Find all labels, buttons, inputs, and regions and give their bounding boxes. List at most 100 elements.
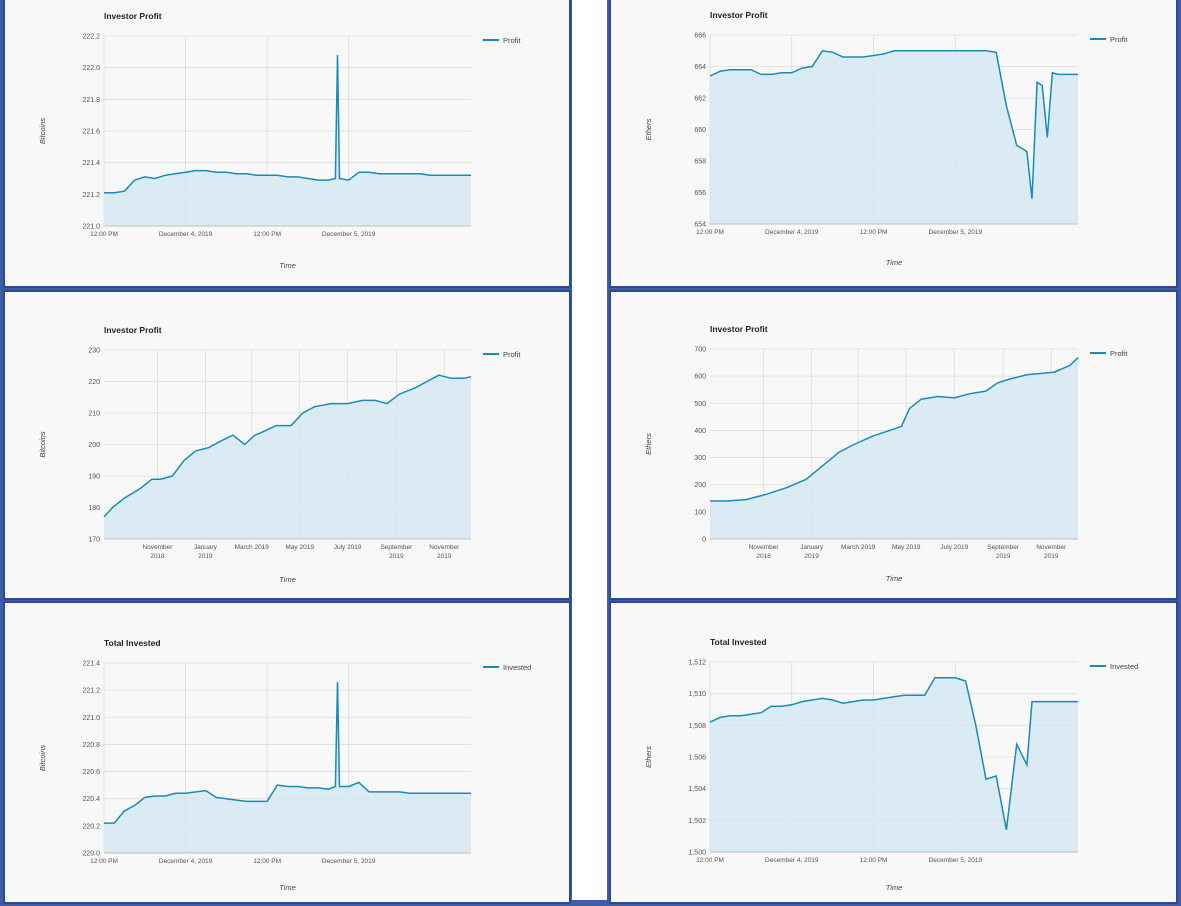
y-tick-label: 100 — [694, 509, 706, 516]
x-tick-label: 12:00 PM — [90, 231, 118, 238]
y-tick-label: 222.0 — [82, 65, 100, 72]
y-tick-label: 664 — [694, 64, 706, 71]
chart-svg: Total Invested 1,500 1,502 1,504 1,506 1,508 1… — [644, 637, 1138, 892]
y-tick-label: 221.6 — [82, 129, 100, 136]
legend-label: Profit — [1110, 349, 1128, 358]
x-tick-label: 12:00 PM — [696, 857, 724, 864]
x-tick-label: May 2019 — [285, 544, 314, 551]
x-axis-title: Time — [886, 883, 903, 892]
y-tick-label: 220.4 — [82, 796, 100, 803]
x-tick-label: December 4, 2019 — [159, 858, 213, 865]
y-tick-label: 221.0 — [82, 715, 100, 722]
chart-panel-6: Total Invested 1,500 1,502 1,504 1,506 1,508 1… — [609, 601, 1178, 904]
series-area — [710, 677, 1078, 852]
chart-panel-5: Total Invested 220.0 220.2 220.4 220.6 220.8 2… — [3, 601, 571, 904]
x-tick-label: 12:00 PM — [90, 858, 118, 865]
y-tick-label: 221.8 — [82, 97, 100, 104]
x-tick-label: 2019 — [389, 553, 404, 560]
y-tick-label: 1,506 — [688, 755, 706, 762]
y-tick-label: 654 — [694, 222, 706, 229]
y-tick-label: 180 — [88, 505, 100, 512]
y-tick-label: 221.2 — [82, 688, 100, 695]
x-tick-label: December 5, 2019 — [929, 229, 983, 236]
chart-title: Total Invested — [104, 638, 161, 648]
y-tick-label: 666 — [694, 33, 706, 40]
x-axis-title: Time — [886, 574, 903, 583]
series-line — [709, 677, 1078, 830]
x-tick-label: 12:00 PM — [696, 229, 724, 236]
y-tick-label: 170 — [88, 537, 100, 544]
y-tick-label: 220 — [88, 379, 100, 386]
panel-gutter — [572, 0, 607, 900]
y-axis-title: Ethers — [644, 118, 653, 140]
x-axis-title: Time — [279, 261, 296, 270]
x-tick-label: 12:00 PM — [253, 231, 281, 238]
series-line — [104, 681, 471, 824]
chart-title: Total Invested — [710, 637, 767, 647]
y-tick-label: 1,508 — [688, 723, 706, 730]
y-axis-title: Bitcoins — [38, 118, 47, 145]
chart-title: Investor Profit — [710, 10, 768, 20]
x-axis-title: Time — [886, 258, 903, 267]
x-tick-label: January — [194, 544, 218, 551]
series-line — [709, 49, 1078, 199]
chart-svg: Total Invested 220.0 220.2 220.4 220.6 220.8 2… — [38, 638, 531, 892]
x-axis-title: Time — [279, 883, 296, 892]
y-tick-label: 1,500 — [688, 850, 706, 857]
y-tick-label: 190 — [88, 474, 100, 481]
y-tick-label: 220.0 — [82, 851, 100, 858]
y-tick-label: 221.0 — [82, 224, 100, 231]
x-tick-label: 2018 — [150, 553, 165, 560]
y-tick-label: 222.2 — [82, 34, 100, 41]
series-area — [710, 357, 1078, 539]
x-tick-label: December 5, 2019 — [929, 857, 983, 864]
y-tick-label: 210 — [88, 411, 100, 418]
y-tick-label: 400 — [694, 428, 706, 435]
series-area — [710, 50, 1078, 224]
x-tick-label: 2019 — [437, 553, 452, 560]
y-axis-title: Ethers — [644, 433, 653, 455]
y-tick-label: 220.8 — [82, 742, 100, 749]
legend-label: Invested — [1110, 662, 1138, 671]
y-tick-label: 220.6 — [82, 769, 100, 776]
x-tick-label: 2019 — [804, 553, 819, 560]
x-tick-label: 12:00 PM — [253, 858, 281, 865]
chart-svg: Investor Profit 170 180 190 200 210 220 230 Nove… — [38, 325, 521, 584]
x-tick-label: November — [142, 544, 173, 551]
y-axis-title: Bitcoins — [38, 431, 47, 458]
y-tick-label: 700 — [694, 347, 706, 354]
x-tick-label: July 2019 — [940, 544, 968, 551]
x-tick-label: September — [987, 544, 1020, 551]
x-tick-label: March 2019 — [841, 544, 876, 551]
x-axis-title: Time — [279, 575, 296, 584]
y-tick-label: 1,512 — [688, 660, 706, 667]
series-line — [103, 374, 472, 518]
x-tick-label: January — [800, 544, 824, 551]
chart-panel-1: Investor Profit 221.0 221.2 221.4 221.6 221.8… — [3, 0, 571, 288]
y-tick-label: 658 — [694, 159, 706, 166]
y-tick-label: 1,502 — [688, 818, 706, 825]
y-tick-label: 230 — [88, 348, 100, 355]
chart-svg: Investor Profit 0 100 200 300 400 500 600 700 Nov… — [644, 324, 1128, 583]
x-tick-label: November — [749, 544, 780, 551]
x-tick-label: November — [1036, 544, 1067, 551]
legend-label: Profit — [503, 36, 521, 45]
y-tick-label: 221.2 — [82, 192, 100, 199]
x-tick-label: December 5, 2019 — [322, 231, 376, 238]
x-tick-label: May 2019 — [892, 544, 921, 551]
x-tick-label: December 4, 2019 — [159, 231, 213, 238]
chart-svg: Investor Profit 221.0 221.2 221.4 221.6 221.8… — [38, 11, 521, 270]
series-area — [104, 375, 471, 539]
chart-title: Investor Profit — [710, 324, 768, 334]
legend-label: Profit — [503, 350, 521, 359]
x-tick-label: July 2019 — [334, 544, 362, 551]
x-tick-label: 2019 — [1044, 553, 1059, 560]
y-tick-label: 662 — [694, 96, 706, 103]
x-tick-label: 2018 — [756, 553, 771, 560]
x-tick-label: December 5, 2019 — [322, 858, 376, 865]
y-tick-label: 300 — [694, 455, 706, 462]
y-tick-label: 221.4 — [82, 661, 100, 668]
legend-label: Invested — [503, 663, 531, 672]
x-tick-label: December 4, 2019 — [765, 229, 819, 236]
x-tick-label: 2019 — [198, 553, 213, 560]
